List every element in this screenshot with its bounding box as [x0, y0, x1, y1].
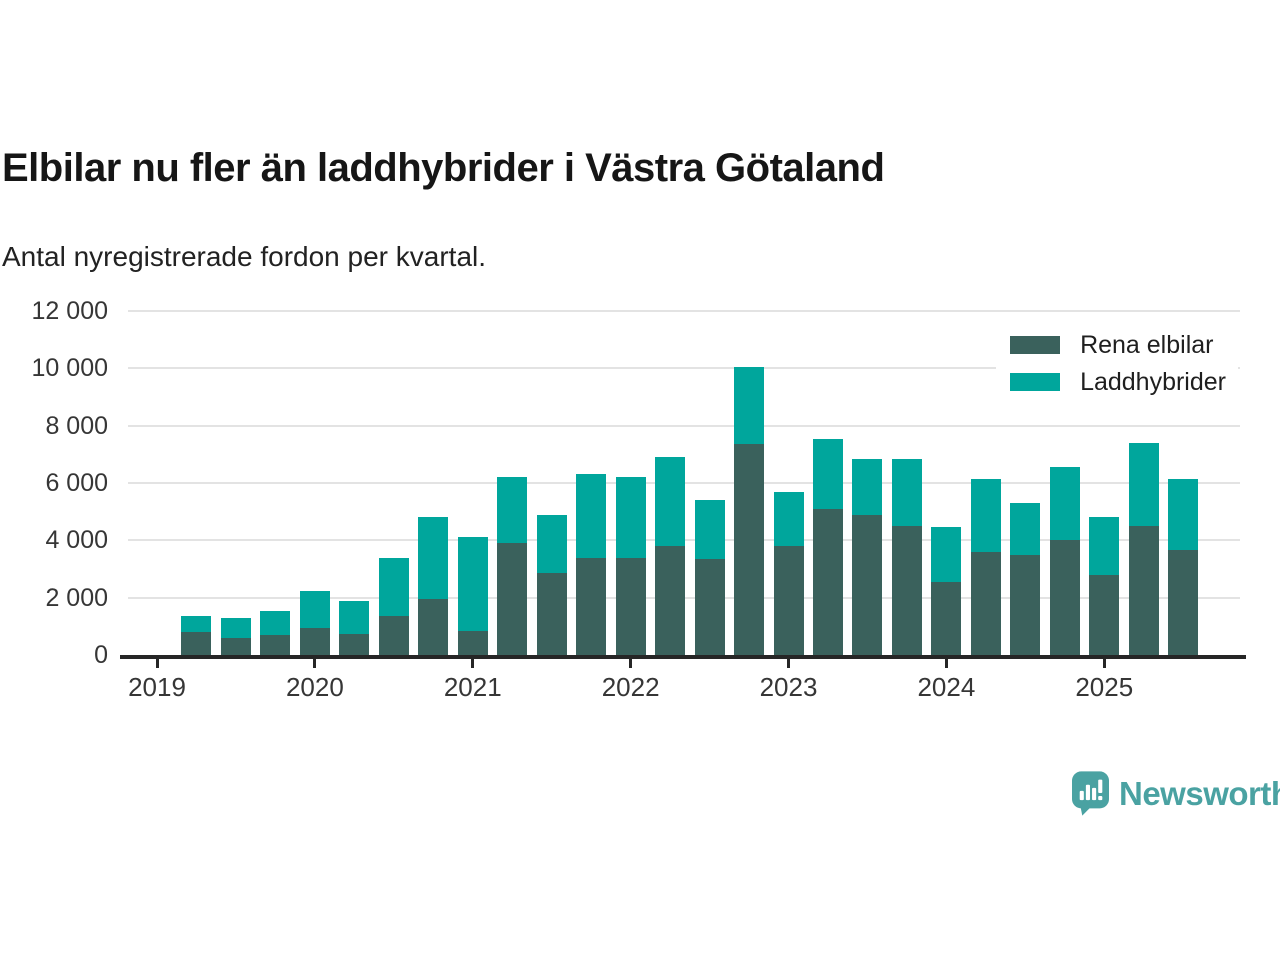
bar-laddhybrider	[812, 438, 843, 509]
bar-rena-elbilar	[339, 633, 370, 655]
gridline	[128, 310, 1240, 312]
bar-rena-elbilar	[773, 546, 804, 655]
bar-rena-elbilar	[1168, 550, 1199, 655]
bar-rena-elbilar	[694, 558, 725, 655]
bar-laddhybrider	[694, 500, 725, 559]
bar-laddhybrider	[1089, 517, 1120, 575]
x-axis-tick	[313, 659, 317, 668]
legend-label-rena-elbilar: Rena elbilar	[1080, 330, 1214, 359]
legend-swatch-rena-elbilar	[1010, 336, 1061, 354]
gridline	[128, 424, 1240, 427]
x-axis-label: 2023	[759, 672, 818, 702]
bar-laddhybrider	[1128, 442, 1159, 526]
bar-laddhybrider	[615, 477, 646, 558]
x-axis-tick	[787, 659, 791, 668]
legend-label-laddhybrider: Laddhybrider	[1080, 367, 1226, 396]
legend-swatch-laddhybrider	[1010, 373, 1061, 391]
bar-laddhybrider	[970, 478, 1001, 552]
bar-rena-elbilar	[418, 599, 449, 655]
y-axis-label: 6 000	[45, 469, 108, 497]
bar-rena-elbilar	[852, 514, 883, 655]
bar-laddhybrider	[181, 616, 212, 633]
bar-rena-elbilar	[1010, 554, 1041, 655]
bar-laddhybrider	[734, 366, 765, 445]
x-axis-tick	[629, 659, 633, 668]
legend-item-rena-elbilar: Rena elbilar	[1010, 331, 1226, 359]
bar-rena-elbilar	[615, 557, 646, 655]
bar-laddhybrider	[1049, 467, 1080, 541]
legend-item-laddhybrider: Laddhybrider	[1010, 368, 1226, 396]
bar-laddhybrider	[260, 610, 291, 635]
bar-rena-elbilar	[812, 508, 843, 655]
bar-laddhybrider	[299, 590, 330, 628]
legend: Rena elbilar Laddhybrider	[996, 325, 1238, 404]
bar-rena-elbilar	[655, 546, 686, 655]
y-axis-label: 10 000	[31, 354, 108, 383]
bar-laddhybrider	[339, 600, 370, 634]
bar-laddhybrider	[931, 527, 962, 582]
bar-rena-elbilar	[536, 573, 567, 655]
bar-laddhybrider	[536, 514, 567, 574]
bar-laddhybrider	[1010, 503, 1041, 555]
bar-rena-elbilar	[457, 630, 488, 655]
x-axis-label: 2020	[285, 672, 344, 702]
plot-area: Rena elbilar Laddhybrider 0 2 000 4 000 6 0…	[32, 297, 1246, 702]
bar-laddhybrider	[773, 491, 804, 547]
bar-laddhybrider	[655, 457, 686, 547]
x-axis-tick	[1102, 659, 1106, 668]
bar-laddhybrider	[457, 537, 488, 631]
bar-laddhybrider	[378, 557, 409, 617]
x-axis-line	[120, 655, 1246, 659]
bar-laddhybrider	[497, 477, 528, 544]
y-axis-label: 2 000	[45, 583, 108, 612]
bar-rena-elbilar	[734, 444, 765, 655]
bar-rena-elbilar	[970, 551, 1001, 655]
bar-rena-elbilar	[299, 627, 330, 655]
x-axis-label: 2019	[128, 672, 186, 702]
x-axis-tick	[155, 659, 159, 668]
bar-laddhybrider	[418, 517, 449, 600]
gridline	[128, 367, 1240, 370]
x-axis-label: 2022	[601, 672, 660, 702]
y-axis-label: 0	[94, 641, 108, 669]
bar-rena-elbilar	[931, 581, 962, 655]
bar-rena-elbilar	[1128, 526, 1159, 655]
y-axis-label: 8 000	[45, 411, 108, 440]
y-axis-label: 12 000	[31, 297, 108, 325]
bar-rena-elbilar	[497, 543, 528, 655]
chart-title: Elbilar nu fler än laddhybrider i Västra…	[2, 146, 885, 190]
brand-name: Newsworthy	[1119, 775, 1280, 812]
bar-rena-elbilar	[1089, 574, 1120, 655]
bar-rena-elbilar	[260, 634, 291, 655]
bar-rena-elbilar	[1049, 540, 1080, 655]
x-axis-label: 2025	[1075, 672, 1134, 702]
newsworthy-logo[interactable]: Newsworthy	[1072, 770, 1280, 818]
bar-rena-elbilar	[891, 526, 922, 655]
bar-laddhybrider	[220, 617, 251, 638]
bar-rena-elbilar	[378, 616, 409, 655]
x-axis-label: 2024	[917, 672, 976, 702]
speech-bubble-bar-chart-icon	[1072, 771, 1109, 816]
x-axis-label: 2021	[443, 672, 502, 702]
bar-laddhybrider	[852, 458, 883, 515]
bar-rena-elbilar	[181, 632, 212, 655]
bar-laddhybrider	[1168, 478, 1199, 551]
bar-laddhybrider	[891, 458, 922, 526]
x-axis-tick	[471, 659, 475, 668]
bar-laddhybrider	[576, 474, 607, 558]
chart-subtitle: Antal nyregistrerade fordon per kvartal.	[2, 241, 487, 272]
bar-rena-elbilar	[576, 557, 607, 655]
y-axis-label: 4 000	[45, 526, 108, 555]
x-axis-tick	[944, 659, 948, 668]
bar-rena-elbilar	[220, 637, 251, 655]
